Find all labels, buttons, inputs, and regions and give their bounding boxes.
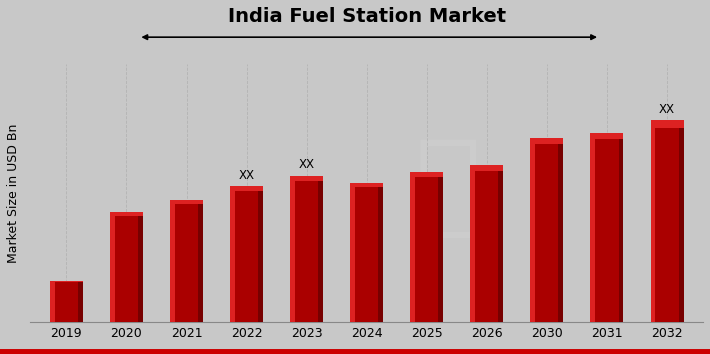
Text: XX: XX bbox=[659, 103, 675, 116]
Bar bbox=[438, 172, 443, 322]
Text: 🌍: 🌍 bbox=[414, 134, 481, 241]
Bar bbox=[410, 172, 443, 177]
Bar bbox=[679, 120, 684, 322]
Bar bbox=[618, 132, 623, 322]
Bar bbox=[50, 281, 55, 322]
Bar bbox=[138, 212, 143, 322]
Bar bbox=[591, 132, 596, 322]
Bar bbox=[110, 212, 115, 322]
Bar bbox=[591, 132, 623, 139]
Bar bbox=[596, 132, 618, 322]
Bar bbox=[78, 281, 83, 322]
Bar bbox=[235, 186, 258, 322]
Bar bbox=[318, 176, 323, 322]
Bar bbox=[110, 212, 143, 216]
Bar bbox=[295, 176, 318, 322]
Bar bbox=[350, 183, 383, 187]
Bar bbox=[290, 176, 295, 322]
Bar bbox=[655, 120, 679, 322]
Title: India Fuel Station Market: India Fuel Station Market bbox=[228, 7, 506, 26]
Bar bbox=[175, 200, 198, 322]
Bar bbox=[115, 212, 138, 322]
Bar bbox=[535, 138, 559, 322]
Bar bbox=[650, 120, 684, 127]
Bar bbox=[530, 138, 564, 144]
Y-axis label: Market Size in USD Bn: Market Size in USD Bn bbox=[7, 123, 20, 263]
Bar bbox=[470, 165, 503, 171]
Bar bbox=[170, 200, 203, 204]
Bar bbox=[475, 165, 498, 322]
Bar bbox=[230, 186, 263, 191]
Bar bbox=[55, 281, 78, 322]
Bar bbox=[350, 183, 355, 322]
Bar bbox=[355, 183, 378, 322]
Bar bbox=[378, 183, 383, 322]
Bar bbox=[498, 165, 503, 322]
Bar bbox=[470, 165, 475, 322]
Bar bbox=[230, 186, 235, 322]
Bar bbox=[410, 172, 415, 322]
Text: XX: XX bbox=[239, 169, 255, 182]
Bar bbox=[258, 186, 263, 322]
Bar bbox=[559, 138, 564, 322]
Bar bbox=[290, 176, 323, 181]
Bar bbox=[170, 200, 175, 322]
Text: XX: XX bbox=[299, 159, 315, 171]
Bar bbox=[415, 172, 438, 322]
Bar bbox=[50, 281, 83, 282]
Bar bbox=[530, 138, 535, 322]
Bar bbox=[198, 200, 203, 322]
Bar bbox=[650, 120, 655, 322]
